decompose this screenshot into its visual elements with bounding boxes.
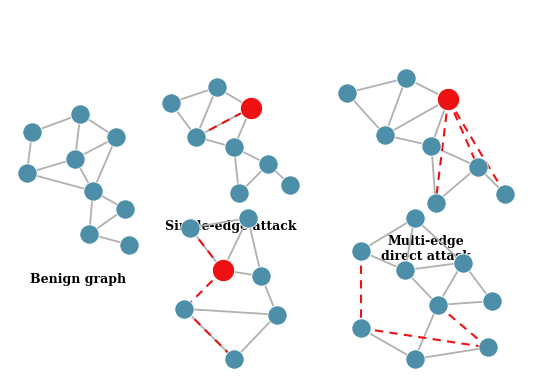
Point [192, 134, 200, 140]
Point [76, 111, 85, 117]
Point [180, 306, 189, 312]
Point [483, 344, 492, 351]
Point [85, 231, 94, 237]
Point [121, 206, 129, 212]
Point [444, 96, 452, 102]
Text: Benign graph: Benign graph [29, 273, 126, 286]
Point [219, 267, 227, 273]
Point [23, 170, 31, 176]
Point [402, 75, 411, 81]
Text: Multi-edge
direct attack: Multi-edge direct attack [381, 235, 471, 263]
Point [458, 259, 467, 266]
Text: Single-edge attack: Single-edge attack [165, 220, 296, 233]
Point [431, 200, 440, 206]
Point [230, 356, 239, 362]
Point [124, 241, 133, 248]
Point [487, 298, 496, 304]
Point [410, 215, 419, 221]
Point [434, 302, 442, 308]
Point [427, 143, 436, 149]
Point [166, 100, 175, 106]
Point [264, 161, 272, 167]
Point [229, 144, 238, 151]
Point [410, 356, 419, 362]
Point [112, 134, 121, 140]
Point [243, 215, 252, 221]
Point [28, 129, 36, 135]
Point [381, 132, 389, 138]
Point [185, 225, 194, 231]
Point [257, 273, 266, 279]
Point [400, 267, 409, 273]
Point [501, 191, 510, 197]
Point [474, 164, 482, 170]
Point [343, 90, 351, 96]
Point [88, 188, 97, 194]
Point [286, 182, 295, 188]
Point [356, 325, 365, 331]
Point [71, 156, 79, 162]
Point [247, 105, 255, 111]
Point [272, 312, 281, 318]
Point [235, 190, 243, 197]
Point [212, 84, 221, 90]
Point [356, 248, 365, 254]
